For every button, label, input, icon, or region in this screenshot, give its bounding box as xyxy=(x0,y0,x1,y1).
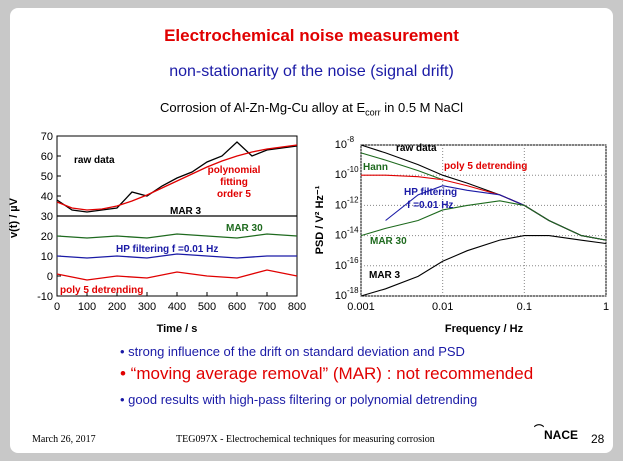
slide-title: Electrochemical noise measurement xyxy=(0,26,623,46)
footer-course: TEG097X - Electrochemical techniques for… xyxy=(176,434,435,445)
chart2-ytick-label: 10 xyxy=(335,230,347,242)
annotation-hp-freq: f =0.01 Hz xyxy=(407,200,453,211)
chart1-ytick-label: 60 xyxy=(41,151,53,163)
chart1-xtick-label: 300 xyxy=(138,301,156,313)
chart1-xtick-label: 800 xyxy=(288,301,306,313)
chart2-ytick-label: 10 xyxy=(335,139,347,151)
experiment-note: Corrosion of Al-Zn-Mg-Cu alloy at Ecorr … xyxy=(0,100,623,118)
chart1-xtick-label: 700 xyxy=(258,301,276,313)
chart1-xtick-label: 0 xyxy=(54,301,60,313)
annotation-hp-filtering: HP filtering f =0.01 Hz xyxy=(116,244,218,255)
annotation-poly-psd: poly 5 detrending xyxy=(444,161,527,172)
chart2-ytick-exponent: -18 xyxy=(347,286,359,295)
note-subscript: corr xyxy=(365,108,381,118)
annotation-raw-data-psd: raw data xyxy=(396,143,437,154)
chart2-ytick-label: 10 xyxy=(335,199,347,211)
annotation-raw-data: raw data xyxy=(74,155,115,166)
chart1-xtick-label: 200 xyxy=(108,301,126,313)
chart2-ytick-exponent: -10 xyxy=(347,165,359,174)
chart1-xtick-label: 500 xyxy=(198,301,216,313)
annotation-poly-detrending: poly 5 detrending xyxy=(60,285,143,296)
chart1-ytick-label: 40 xyxy=(41,191,53,203)
chart2-ylabel: PSD / V² Hz⁻¹ xyxy=(314,185,326,254)
page-number: 28 xyxy=(591,432,604,446)
slide-subtitle: non-stationarity of the noise (signal dr… xyxy=(0,63,623,81)
chart1-xtick-label: 400 xyxy=(168,301,186,313)
chart2-ytick-label: 10 xyxy=(335,290,347,302)
bullet-good-results: • good results with high-pass filtering … xyxy=(120,392,533,412)
annotation-hp-filtering-psd: HP filtering xyxy=(404,187,457,198)
chart2-ytick-label: 10 xyxy=(335,169,347,181)
chart2-ytick-exponent: -8 xyxy=(347,135,355,144)
footer-date: March 26, 2017 xyxy=(32,434,96,445)
annotation-mar30-psd: MAR 30 xyxy=(370,236,407,247)
note-suffix: in 0.5 M NaCl xyxy=(381,100,463,115)
chart1-ytick-label: 10 xyxy=(41,251,53,263)
chart1-ytick-label: 30 xyxy=(41,211,53,223)
chart2-ytick-exponent: -12 xyxy=(347,195,359,204)
chart2-xtick-label: 1 xyxy=(603,301,609,313)
chart1-ytick-label: 20 xyxy=(41,231,53,243)
logo-mark-icon: ⌒ xyxy=(534,425,544,436)
chart1-ytick-label: 0 xyxy=(47,271,53,283)
chart1-xlabel: Time / s xyxy=(157,323,198,335)
annotation-mar3: MAR 3 xyxy=(170,206,202,217)
nace-logo: ⌒NACE xyxy=(534,427,578,442)
chart1-ytick-label: 70 xyxy=(41,131,53,143)
note-prefix: Corrosion of Al-Zn-Mg-Cu alloy at E xyxy=(160,100,365,115)
chart2-xtick-label: 0.1 xyxy=(517,301,532,313)
bullet-mar-not-recommended: • “moving average removal” (MAR) : not r… xyxy=(120,364,533,392)
bullet-drift-influence: • strong influence of the drift on stand… xyxy=(120,344,533,364)
chart1-ylabel: v(t) / µV xyxy=(8,197,20,238)
chart1-xtick-label: 600 xyxy=(228,301,246,313)
chart1-ytick-label: -10 xyxy=(37,291,53,303)
chart2-ytick-exponent: -14 xyxy=(347,226,359,235)
bullet-list: • strong influence of the drift on stand… xyxy=(120,344,533,412)
chart2-xlabel: Frequency / Hz xyxy=(445,323,524,335)
chart1-ytick-label: 50 xyxy=(41,171,53,183)
chart1-xtick-label: 100 xyxy=(78,301,96,313)
chart2-xtick-label: 0.001 xyxy=(347,301,375,313)
annotation-order-5: order 5 xyxy=(217,189,251,200)
chart2-xtick-label: 0.01 xyxy=(432,301,453,313)
annotation-fitting: fitting xyxy=(220,177,248,188)
chart2-ytick-label: 10 xyxy=(335,260,347,272)
annotation-polynomial: polynomial xyxy=(208,165,261,176)
chart2-ytick-exponent: -16 xyxy=(347,256,359,265)
annotation-mar30: MAR 30 xyxy=(226,223,263,234)
annotation-hann: Hann xyxy=(363,162,388,173)
annotation-mar3-psd: MAR 3 xyxy=(369,270,401,281)
